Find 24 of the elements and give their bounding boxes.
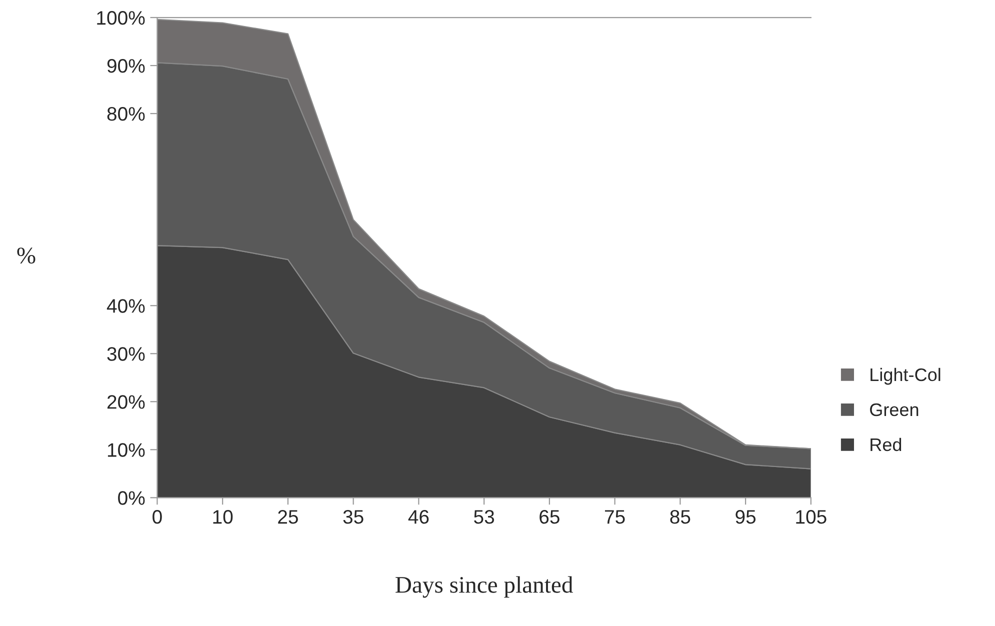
y-axis-title: % (17, 248, 36, 264)
legend-label: Light-Col (870, 368, 940, 385)
x-tick-label: 35 (343, 510, 364, 524)
x-tick-label: 85 (670, 510, 690, 524)
y-tick-label: 0% (118, 491, 145, 505)
x-tick-label: 46 (408, 510, 429, 524)
x-tick-label: 65 (540, 510, 560, 524)
x-tick-label: 25 (278, 510, 298, 524)
legend-label: Red (870, 438, 902, 452)
y-tick-label: 20% (107, 395, 145, 409)
x-tick-label: 105 (796, 510, 826, 524)
y-tick-label: 10% (108, 443, 145, 457)
y-tick-label: 100% (97, 10, 145, 25)
x-tick-label: 0 (152, 510, 162, 524)
x-axis-title: Days since planted (396, 576, 573, 598)
x-tick-label: 95 (736, 510, 756, 524)
x-tick-label: 10 (213, 510, 233, 524)
y-tick-label: 30% (107, 347, 145, 361)
x-tick-label: 53 (474, 510, 494, 524)
y-tick-label: 40% (106, 299, 145, 313)
x-tick-label: 75 (604, 510, 625, 524)
y-tick-label: 80% (107, 107, 145, 121)
y-tick-label: 90% (107, 59, 145, 73)
legend-label: Green (870, 403, 918, 416)
